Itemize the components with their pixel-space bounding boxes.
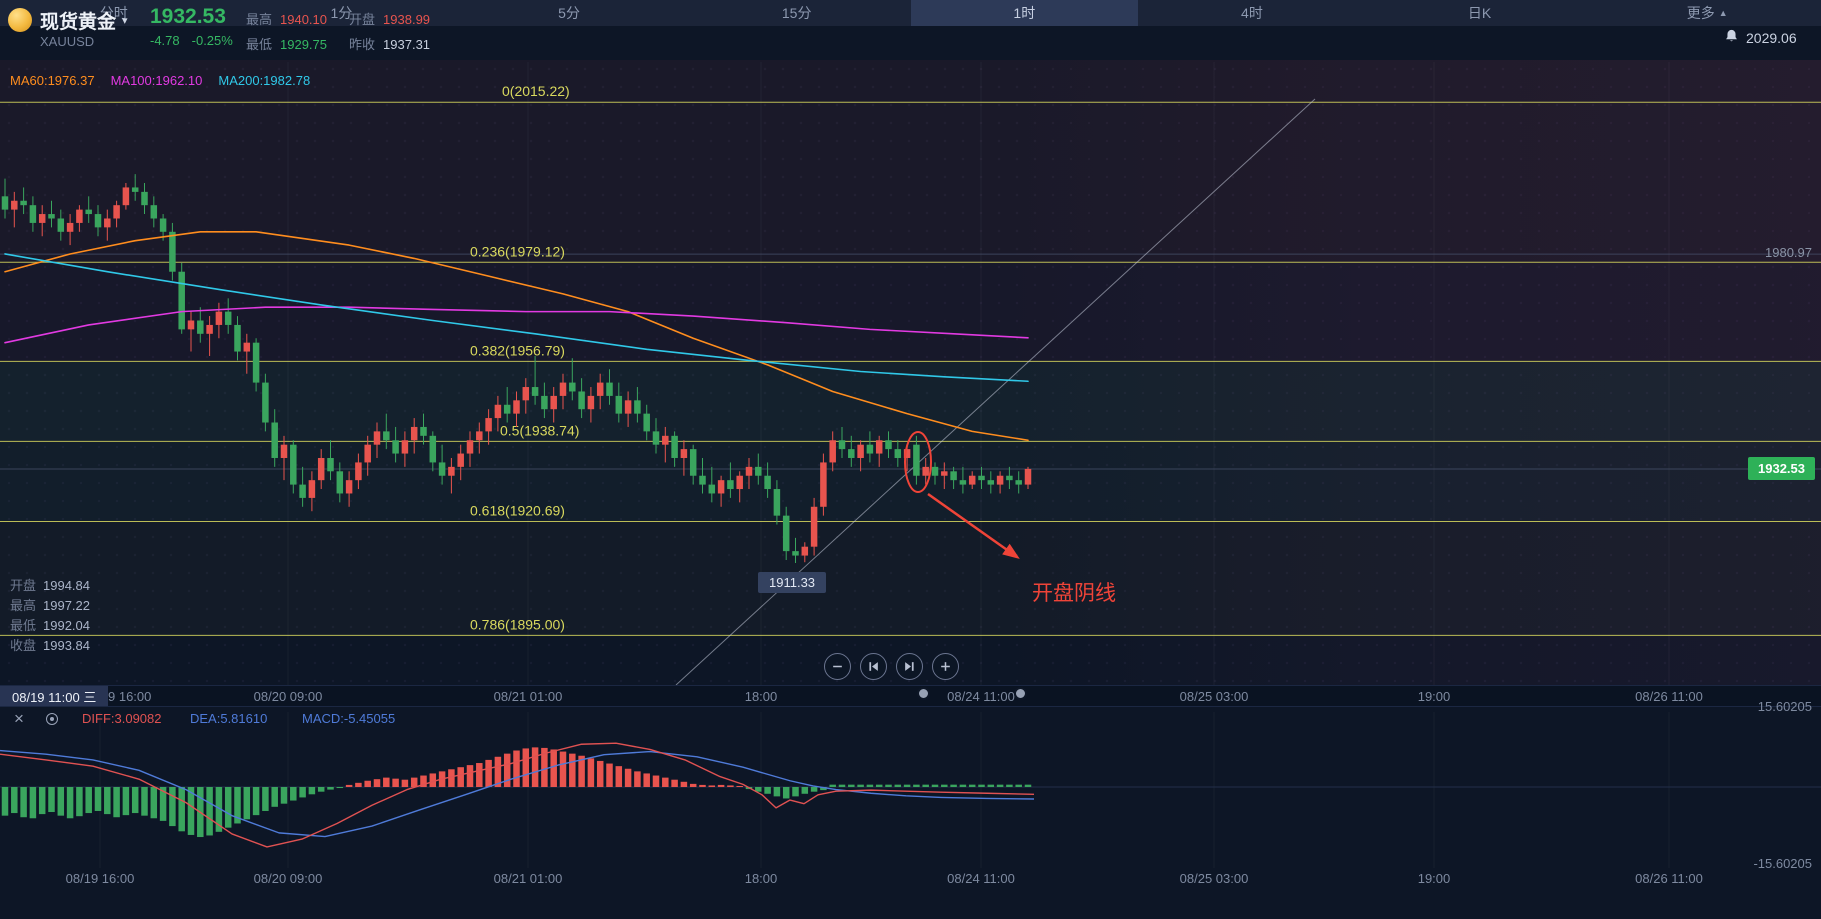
macd-x-axis-label: 08/21 01:00 (493, 870, 563, 886)
current-price-badge: 1932.53 (1748, 457, 1815, 480)
last-price: 1932.53 (150, 5, 226, 28)
crosshair-time-label: 08/19 11:00 三 (0, 686, 109, 706)
price-change: -4.78 -0.25% (150, 33, 233, 48)
macd-x-axis-label: 08/19 16:00 (65, 870, 135, 886)
timeframe-tab-15分[interactable]: 15分 (781, 5, 812, 21)
timeframe-tab-1时[interactable]: 1时 (910, 0, 1139, 26)
macd-scale-max: 15.60205 (1757, 699, 1812, 714)
macd-scale-min: -15.60205 (1753, 856, 1812, 871)
macd-label: MACD:-5.45055 (302, 711, 396, 726)
timeframe-tab-4时[interactable]: 4时 (1241, 5, 1263, 21)
macd-x-axis-label: 08/26 11:00 (1635, 870, 1703, 886)
gold-coin-icon (8, 8, 32, 32)
caret-up-icon: ▲ (1718, 8, 1728, 18)
ma-indicator-labels: MA60:1976.37 MA100:1962.10 MA200:1982.78 (10, 73, 310, 88)
x-axis-label: 19:00 (1417, 688, 1451, 704)
x-axis-label: 08/24 11:00 (947, 688, 1015, 704)
macd-x-axis-label: 19:00 (1417, 870, 1451, 886)
x-axis-label: 08/26 11:00 (1635, 688, 1703, 704)
indicator-settings-icon[interactable] (46, 713, 58, 725)
close-icon[interactable]: × (14, 709, 24, 728)
x-axis-partial-label: 9 16:00 (108, 688, 152, 704)
timeframe-tab-分时[interactable]: 分时 (99, 5, 128, 21)
macd-x-axis-label: 08/20 09:00 (253, 870, 323, 886)
symbol-selector[interactable]: 现货黄金 ▾ (40, 7, 128, 34)
ma200-label: MA200:1982.78 (218, 73, 311, 88)
jump-start-button[interactable] (860, 653, 887, 680)
timeframe-tab-更多[interactable]: 更多 ▲ (1686, 5, 1728, 21)
quote-stats: 最高 1940.10 开盘 1938.99 最低 1929.75 昨收 1937.31 (246, 9, 430, 53)
macd-x-axis-label: 08/25 03:00 (1179, 870, 1249, 886)
bell-icon[interactable] (1724, 28, 1739, 47)
zoom-in-button[interactable] (932, 653, 959, 680)
ohlc-row: 最高 1997.22 (10, 598, 91, 613)
ma60-label: MA60:1976.37 (10, 73, 95, 88)
macd-x-axis-label: 18:00 (744, 870, 778, 886)
symbol-name: 现货黄金 (40, 12, 117, 33)
main-time-axis[interactable]: 08/19 11:00 三 9 16:00 08/20 09:00 08/21 0… (0, 685, 1821, 707)
alert-price: 2029.06 (1746, 29, 1797, 46)
macd-canvas[interactable] (0, 709, 1821, 869)
quote-stat: 昨收 1937.31 (349, 37, 431, 52)
zoom-out-button[interactable] (824, 653, 851, 680)
diff-label: DIFF:3.09082 (82, 711, 162, 726)
symbol-code: XAUUSD (40, 34, 95, 49)
ma100-label: MA100:1962.10 (110, 73, 203, 88)
change-percent: -0.25% (191, 33, 233, 48)
scroll-handle[interactable] (1013, 687, 1027, 700)
macd-time-axis: 08/19 16:00 08/20 09:00 08/21 01:00 18:00 08… (0, 869, 1821, 887)
scroll-handle[interactable] (916, 687, 930, 700)
change-value: -4.78 (150, 33, 180, 48)
timeframe-tab-1分[interactable]: 1分 (330, 5, 353, 21)
ohlc-row: 收盘 1993.84 (10, 638, 91, 653)
timeframe-tab-5分[interactable]: 5分 (558, 5, 580, 21)
main-chart-canvas[interactable] (0, 60, 1821, 685)
ohlc-row: 最低 1992.04 (10, 618, 91, 633)
jump-end-button[interactable] (896, 653, 923, 680)
x-axis-label: 08/20 09:00 (253, 688, 323, 704)
right-price-label: 1980.97 (1765, 245, 1812, 260)
x-axis-label: 08/21 01:00 (493, 688, 563, 704)
timeframe-tab-日K[interactable]: 日K (1467, 5, 1492, 21)
x-axis-label: 08/25 03:00 (1179, 688, 1249, 704)
quote-stat: 最高 1940.10 (246, 12, 328, 27)
annotation-text: 开盘阴线 (1032, 582, 1116, 605)
quote-stat: 最低 1929.75 (246, 37, 328, 52)
ohlc-row: 开盘 1994.84 (10, 578, 91, 593)
timeframe-bar: 分时 1分 5分 15分 1时 4时 日K 更多 ▲ (0, 0, 1821, 26)
hover-ohlc-panel: 开盘 1994.84 最高 1997.22 最低 1992.04 收盘 1993.84 (10, 576, 90, 656)
low-price-tag: 1911.33 (758, 572, 827, 593)
chevron-down-icon: ▾ (122, 15, 128, 27)
chart-nav-controls (824, 653, 959, 680)
quote-stat: 开盘 1938.99 (349, 12, 431, 27)
dea-label: DEA:5.81610 (190, 711, 268, 726)
x-axis-label: 18:00 (744, 688, 778, 704)
price-alert[interactable]: 2029.06 (1724, 28, 1797, 47)
macd-x-axis-label: 08/24 11:00 (947, 870, 1015, 886)
